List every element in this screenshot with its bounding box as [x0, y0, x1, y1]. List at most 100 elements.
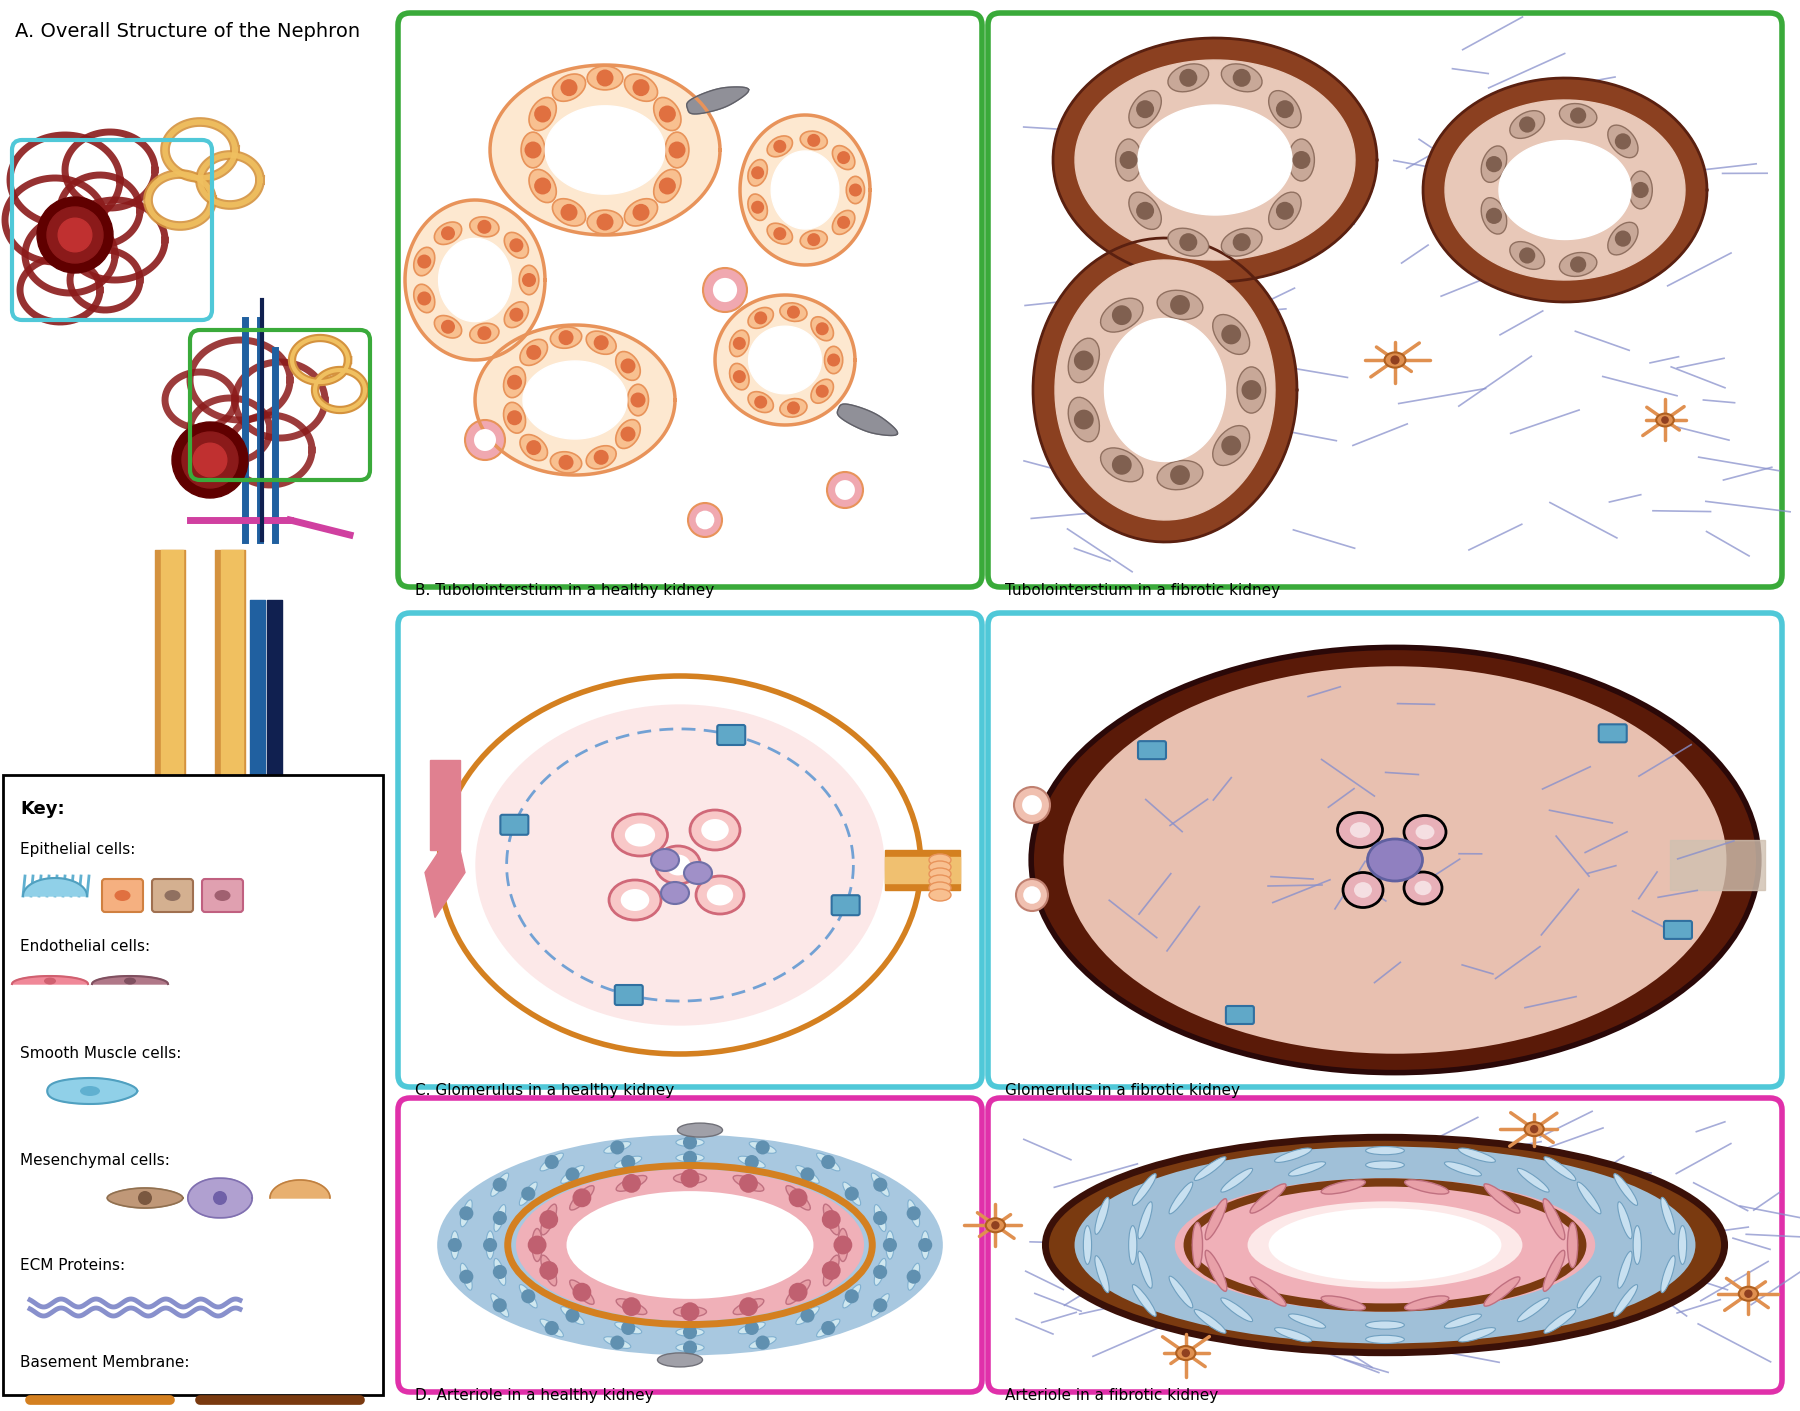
Circle shape	[1276, 100, 1294, 119]
Ellipse shape	[738, 1322, 765, 1333]
Ellipse shape	[886, 1230, 895, 1259]
Ellipse shape	[1129, 1226, 1138, 1264]
Circle shape	[788, 1188, 808, 1208]
Ellipse shape	[437, 1134, 943, 1356]
Circle shape	[1022, 796, 1042, 816]
Text: Smooth Muscle cells:: Smooth Muscle cells:	[20, 1046, 182, 1061]
Circle shape	[992, 1221, 999, 1229]
Circle shape	[632, 203, 650, 222]
Circle shape	[1661, 416, 1669, 423]
Ellipse shape	[796, 1165, 819, 1184]
Circle shape	[1013, 787, 1049, 823]
Ellipse shape	[677, 1123, 722, 1137]
Ellipse shape	[616, 1156, 643, 1168]
Ellipse shape	[1094, 1198, 1109, 1235]
Ellipse shape	[1373, 842, 1411, 873]
Polygon shape	[770, 151, 839, 229]
Ellipse shape	[1525, 1122, 1544, 1136]
FancyBboxPatch shape	[202, 879, 243, 912]
Circle shape	[1530, 1125, 1539, 1133]
Ellipse shape	[779, 398, 806, 418]
Ellipse shape	[1415, 824, 1435, 840]
Ellipse shape	[823, 1204, 839, 1235]
Ellipse shape	[1366, 1335, 1404, 1343]
FancyBboxPatch shape	[988, 1098, 1782, 1393]
Circle shape	[459, 1206, 473, 1221]
Circle shape	[751, 166, 765, 179]
Ellipse shape	[787, 1185, 810, 1211]
Ellipse shape	[1543, 1250, 1564, 1291]
Circle shape	[833, 1236, 851, 1254]
Circle shape	[787, 401, 799, 415]
Ellipse shape	[733, 1298, 763, 1315]
Ellipse shape	[684, 862, 713, 885]
Circle shape	[844, 1290, 859, 1304]
Ellipse shape	[1404, 1295, 1449, 1311]
Circle shape	[1233, 69, 1251, 87]
Circle shape	[837, 216, 850, 229]
Ellipse shape	[1206, 1199, 1228, 1240]
Ellipse shape	[1350, 823, 1370, 838]
Ellipse shape	[470, 217, 499, 237]
Circle shape	[560, 79, 578, 96]
Ellipse shape	[1274, 1149, 1312, 1163]
Circle shape	[522, 272, 536, 286]
Circle shape	[565, 1308, 580, 1322]
Ellipse shape	[475, 704, 884, 1026]
Ellipse shape	[533, 1229, 542, 1261]
Ellipse shape	[214, 890, 230, 902]
Ellipse shape	[1269, 192, 1301, 230]
Circle shape	[182, 432, 238, 488]
Polygon shape	[1105, 319, 1226, 461]
Ellipse shape	[434, 316, 461, 339]
Circle shape	[535, 178, 551, 195]
Polygon shape	[1053, 38, 1377, 282]
Circle shape	[632, 79, 650, 96]
Circle shape	[493, 1211, 508, 1225]
Ellipse shape	[1132, 1174, 1156, 1205]
FancyBboxPatch shape	[988, 13, 1782, 587]
Ellipse shape	[1559, 253, 1597, 277]
Ellipse shape	[1129, 192, 1161, 230]
Circle shape	[508, 375, 522, 389]
Circle shape	[815, 322, 828, 336]
Ellipse shape	[1618, 1252, 1633, 1288]
Ellipse shape	[702, 818, 729, 841]
Ellipse shape	[1157, 291, 1202, 319]
Ellipse shape	[832, 145, 855, 169]
Polygon shape	[92, 976, 167, 983]
Ellipse shape	[707, 885, 733, 906]
Ellipse shape	[1607, 126, 1638, 158]
Ellipse shape	[470, 323, 499, 343]
Ellipse shape	[1289, 1161, 1325, 1175]
Circle shape	[821, 1156, 835, 1170]
Ellipse shape	[749, 1141, 776, 1153]
Ellipse shape	[1289, 140, 1314, 181]
Ellipse shape	[986, 1218, 1004, 1232]
Ellipse shape	[1132, 1284, 1156, 1316]
Circle shape	[1136, 100, 1154, 119]
Ellipse shape	[1568, 1222, 1579, 1267]
Ellipse shape	[461, 1199, 472, 1226]
Text: Arteriole in a fibrotic kidney: Arteriole in a fibrotic kidney	[1004, 1388, 1219, 1403]
Polygon shape	[439, 238, 511, 322]
Ellipse shape	[1366, 1321, 1404, 1329]
Circle shape	[193, 443, 227, 477]
Ellipse shape	[1206, 1250, 1228, 1291]
Circle shape	[815, 385, 828, 398]
Ellipse shape	[504, 302, 529, 327]
Circle shape	[1015, 879, 1048, 912]
Ellipse shape	[824, 346, 842, 374]
Ellipse shape	[1249, 1184, 1285, 1213]
Ellipse shape	[1175, 1178, 1595, 1312]
Circle shape	[58, 219, 92, 251]
Ellipse shape	[491, 1294, 509, 1316]
Ellipse shape	[115, 890, 130, 902]
Circle shape	[596, 69, 614, 86]
Ellipse shape	[1510, 241, 1544, 270]
Ellipse shape	[621, 889, 650, 912]
Ellipse shape	[929, 854, 950, 866]
Ellipse shape	[612, 814, 668, 856]
Polygon shape	[1445, 100, 1685, 279]
Circle shape	[621, 426, 635, 442]
